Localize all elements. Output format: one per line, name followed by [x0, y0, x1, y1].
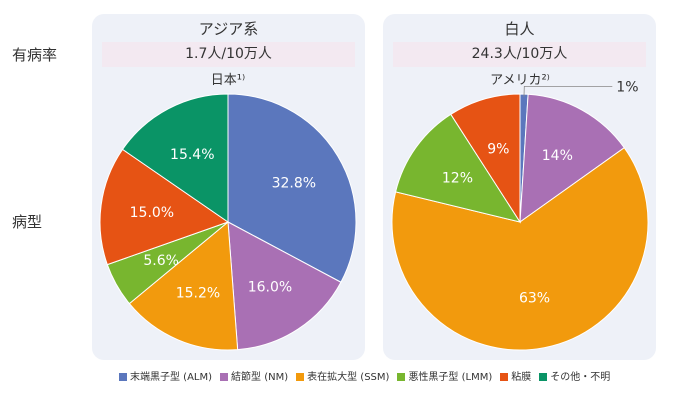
pie-slice — [519, 93, 625, 224]
incidence-rate-asian: 1.7人/10万人 — [102, 42, 355, 67]
slice-label: 12% — [442, 170, 473, 186]
legend-swatch — [500, 373, 509, 381]
pie-japan: 32.8% 16.0% 15.2% 5.6% 15.0% 15.4% 日本¹⁾ — [99, 73, 357, 351]
legend-item: その他・不明 — [539, 368, 610, 383]
panel-title-white: 白人 — [504, 20, 535, 38]
row-label-incidence: 有病率 — [12, 46, 58, 64]
pie-slice — [227, 93, 357, 283]
legend-label: その他・不明 — [550, 372, 611, 383]
legend-label: 粘膜 — [511, 372, 532, 383]
slice-label: 1% — [616, 79, 638, 95]
slice-label: 15.2% — [176, 286, 220, 302]
pie-slice — [99, 148, 230, 266]
legend-label: 結節型 (NM) — [231, 372, 289, 383]
legend-label: 表在拡大型 (SSM) — [307, 372, 390, 383]
legend-swatch — [539, 373, 548, 381]
row-label-type: 病型 — [12, 213, 43, 231]
slice-label: 5.6% — [143, 253, 179, 269]
legend-item: 結節型 (NM) — [220, 368, 288, 383]
chart-subtitle: アメリカ²⁾ — [490, 73, 550, 88]
pie-usa: 1% 14% 63% 12% 9% アメリカ²⁾ — [391, 73, 649, 351]
legend-label: 悪性黒子型 (LMM) — [408, 372, 493, 383]
pie-slice — [450, 93, 521, 224]
slice-label: 63% — [519, 290, 550, 306]
legend-item: 粘膜 — [500, 368, 531, 383]
legend-swatch — [220, 373, 229, 381]
legend: 末端黒子型 (ALM) 結節型 (NM) 表在拡大型 (SSM) 悪性黒子型 (LMM… — [119, 368, 679, 383]
legend-item: 表在拡大型 (SSM) — [296, 368, 389, 383]
legend-swatch — [296, 373, 305, 381]
panel-title-asian: アジア系 — [198, 20, 259, 38]
legend-swatch — [119, 373, 127, 381]
pie-slice — [391, 147, 649, 351]
slice-leader-line — [523, 85, 613, 97]
incidence-rate-white: 24.3人/10万人 — [393, 42, 646, 67]
slice-label: 9% — [487, 141, 509, 157]
slice-label: 14% — [542, 148, 573, 164]
slice-label: 32.8% — [272, 175, 316, 191]
pie-slice — [395, 113, 522, 223]
pie-slice — [227, 221, 342, 351]
pie-slice — [121, 93, 229, 223]
chart-subtitle: 日本¹⁾ — [211, 73, 245, 88]
legend-item: 末端黒子型 (ALM) — [119, 368, 212, 383]
slice-label: 15.0% — [130, 205, 174, 221]
slice-label: 15.4% — [170, 147, 214, 163]
pie-slice — [128, 220, 239, 351]
slice-label: 16.0% — [248, 279, 292, 295]
legend-item: 悪性黒子型 (LMM) — [397, 368, 492, 383]
legend-label: 末端黒子型 (ALM) — [130, 372, 213, 383]
legend-swatch — [397, 373, 406, 381]
